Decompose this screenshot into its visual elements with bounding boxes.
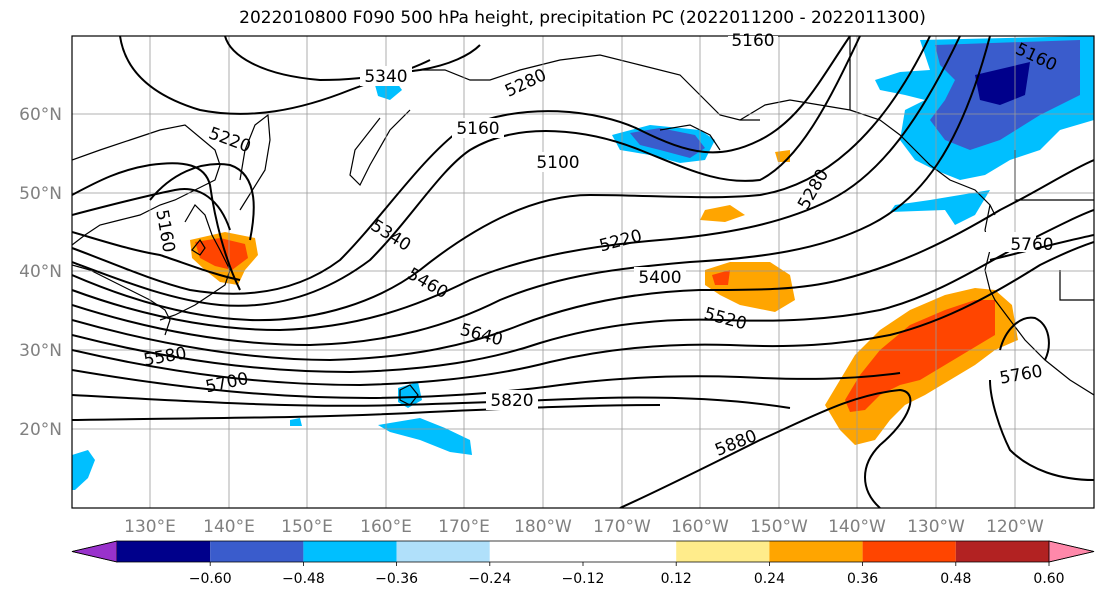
colorbar-tick-label: −0.24 (468, 571, 511, 587)
colorbar-tick-label: 0.60 (1033, 571, 1064, 587)
colorbar-outline (71, 540, 1095, 563)
lat-label: 40°N (19, 262, 62, 282)
colorbar-tick-label: 0.48 (940, 571, 971, 587)
contour-label: 5160 (456, 119, 499, 139)
lon-label: 130°E (124, 517, 176, 537)
colorbar-segment (769, 541, 863, 562)
colorbar-segment (396, 541, 490, 562)
lon-label: 120°W (986, 517, 1044, 537)
colorbar-segment (676, 541, 770, 562)
height-contours (72, 36, 1094, 508)
lon-label: 160°W (671, 517, 729, 537)
colorbar-tick-label: 0.24 (754, 571, 785, 587)
lon-label: 170°W (593, 517, 651, 537)
lon-label: 140°E (203, 517, 255, 537)
colorbar-tick-label: −0.48 (282, 571, 325, 587)
colorbar-segment (303, 541, 397, 562)
colorbar-segment (955, 541, 1049, 562)
lon-label-group: 130°E 140°E 150°E 160°E 170°E 180°W 170°… (124, 517, 1044, 537)
lon-label: 130°W (907, 517, 965, 537)
lat-label: 30°N (19, 341, 62, 361)
contour-label: 5100 (536, 153, 579, 173)
contour-label: 5160 (731, 31, 774, 51)
colorbar-extend-max (1048, 540, 1095, 563)
contour-label: 5820 (490, 391, 533, 411)
colorbar-segment (117, 541, 211, 562)
colorbar-segment (210, 541, 304, 562)
colorbar-segment (489, 541, 583, 562)
lat-label: 60°N (19, 105, 62, 125)
lon-label: 150°W (750, 517, 808, 537)
lon-label: 180°W (514, 517, 572, 537)
colorbar-tick-label: −0.60 (189, 571, 232, 587)
contour-label: 5400 (638, 268, 681, 288)
contour-label: 5340 (364, 67, 407, 87)
colorbar-segment (583, 541, 677, 562)
lon-label: 160°E (360, 517, 412, 537)
colorbar-tick-label: −0.36 (375, 571, 418, 587)
lat-label: 50°N (19, 184, 62, 204)
lon-label: 170°E (438, 517, 490, 537)
precip-shading (72, 36, 1094, 490)
lon-label: 150°E (281, 517, 333, 537)
map-title: 2022010800 F090 500 hPa height, precipit… (239, 8, 926, 28)
lat-label: 20°N (19, 420, 62, 440)
colorbar-segment (862, 541, 956, 562)
colorbar-tick-group: −0.60 −0.48 −0.36 −0.24 −0.12 0.12 0.24 0.36 0.4… (189, 571, 1065, 587)
lon-label: 140°W (828, 517, 886, 537)
contour-label-group: 5160 5340 5280 5160 5220 5100 5160 5160 … (142, 31, 1060, 461)
map-frame (71, 35, 1095, 509)
lat-label-group: 60°N 50°N 40°N 30°N 20°N (19, 105, 62, 440)
colorbar-tick-label: 0.12 (661, 571, 692, 587)
colorbar-tick-label: −0.12 (562, 571, 605, 587)
colorbar (71, 540, 1095, 566)
colorbar-tick-label: 0.36 (847, 571, 878, 587)
colorbar-extend-min (71, 540, 118, 563)
contour-label: 5760 (1010, 235, 1053, 255)
